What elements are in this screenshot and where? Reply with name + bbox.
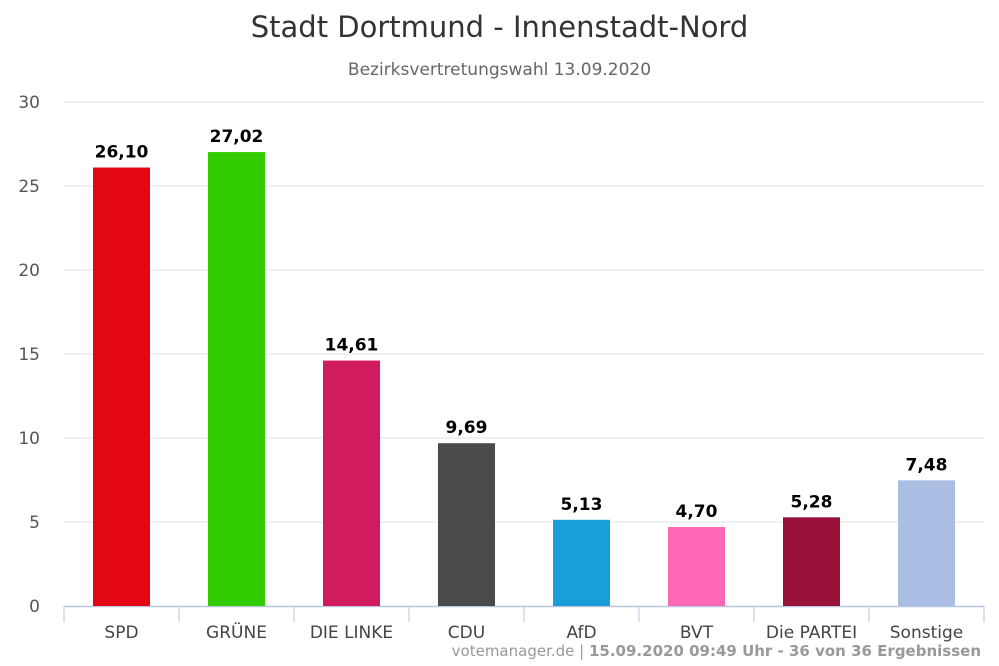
footer-info: 15.09.2020 09:49 Uhr - 36 von 36 Ergebni… [588,642,981,660]
x-tick-label: BVT [680,623,714,643]
chart-subtitle: Bezirksvertretungswahl 13.09.2020 [347,60,652,80]
x-tick-label: GRÜNE [206,621,267,643]
y-tick-label: 15 [18,345,40,365]
data-label: 26,10 [95,143,149,163]
data-label: 7,48 [906,455,948,475]
footer: votemanager.de | 15.09.2020 09:49 Uhr - … [452,642,981,660]
y-tick-label: 10 [18,429,40,449]
bar-bvt [668,527,725,606]
y-tick-label: 25 [18,177,40,197]
bar-sonstige [898,480,955,606]
bar-die-partei [783,517,840,606]
x-tick-label: AfD [566,623,596,643]
y-tick-label: 20 [18,261,40,281]
chart-title: Stadt Dortmund - Innenstadt-Nord [250,10,749,44]
data-label: 27,02 [210,127,264,147]
x-tick-label: Die PARTEI [766,623,857,643]
data-label: 14,61 [325,336,379,356]
data-label: 5,28 [791,492,833,512]
x-tick-label: DIE LINKE [310,623,393,643]
x-tick-label: Sonstige [890,623,963,643]
data-label: 4,70 [676,502,718,522]
bar-afd [553,519,610,606]
bar-spd [93,167,150,606]
x-tick-label: CDU [448,623,485,643]
data-label: 5,13 [561,495,603,515]
y-tick-label: 0 [29,597,40,617]
bar-gr-ne [208,152,265,606]
bar-cdu [438,443,495,606]
data-label: 9,69 [446,418,488,438]
x-tick-label: SPD [104,623,138,643]
footer-source[interactable]: votemanager.de | [451,642,589,660]
bar-die-linke [323,360,380,606]
y-tick-label: 30 [18,93,40,113]
y-tick-label: 5 [29,513,40,533]
